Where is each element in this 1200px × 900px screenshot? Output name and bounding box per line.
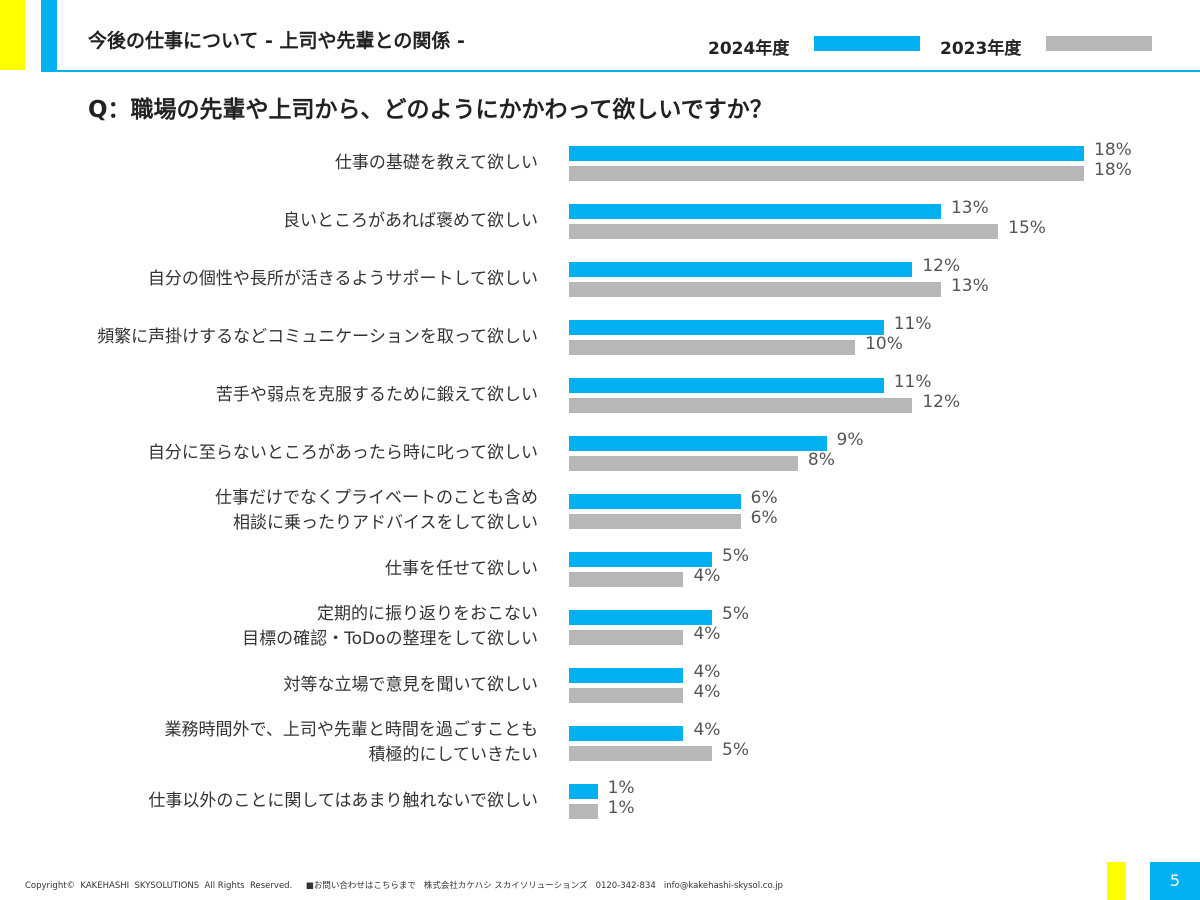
bar-2024年度: [569, 610, 713, 625]
bar-2024年度: [569, 494, 741, 509]
data-label: 15%: [1008, 218, 1046, 238]
copyright: Copyright© KAKEHASHI SKYSOLUTIONS All Ri…: [25, 881, 293, 891]
legend-2024-swatch: [814, 36, 920, 51]
bar-2023年度: [569, 630, 684, 645]
data-label: 1%: [607, 778, 635, 798]
data-label: 8%: [807, 450, 835, 470]
bar-2023年度: [569, 688, 684, 703]
contact-info: ■お問い合わせはこちらまで 株式会社カケハシ スカイソリューションズ 0120-…: [305, 881, 783, 891]
blue-accent: [41, 0, 57, 72]
data-label: 4%: [693, 720, 721, 740]
data-label: 5%: [722, 740, 750, 760]
data-label: 18%: [1094, 160, 1132, 180]
bar-2024年度: [569, 320, 884, 335]
bar-2023年度: [569, 746, 713, 761]
legend-2023-swatch: [1046, 36, 1152, 51]
category-label: 業務時間外で、上司や先輩と時間を過ごすことも 積極的にしていきたい: [164, 720, 539, 765]
category-label: 自分の個性や長所が活きるようサポートして欲しい: [147, 268, 538, 289]
footer-text: Copyright© KAKEHASHI SKYSOLUTIONS All Ri…: [25, 879, 783, 891]
question-heading: Q：職場の先輩や上司から、どのようにかかわって欲しいですか？: [88, 97, 773, 123]
data-label: 13%: [950, 198, 989, 218]
category-label: 対等な立場で意見を聞いて欲しい: [283, 674, 539, 695]
bar-2023年度: [569, 572, 684, 587]
data-label: 4%: [693, 624, 721, 644]
data-label: 4%: [693, 662, 721, 682]
yellow-accent: [0, 0, 25, 70]
bar-2024年度: [569, 262, 913, 277]
data-label: 18%: [1094, 140, 1132, 160]
bar-2023年度: [569, 224, 999, 239]
data-label: 10%: [865, 334, 903, 354]
data-label: 5%: [722, 546, 750, 566]
legend-2023-label: 2023年度: [940, 39, 1022, 59]
bar-2024年度: [569, 204, 941, 219]
data-label: 5%: [722, 604, 750, 624]
category-label: 仕事だけでなくプライベートのことも含め 相談に乗ったりアドバイスをして欲しい: [215, 488, 538, 533]
footer-yellow-accent: [1107, 862, 1126, 900]
bar-2024年度: [569, 436, 827, 451]
page-title: 今後の仕事について - 上司や先輩との関係 -: [88, 30, 465, 52]
category-label: 定期的に振り返りをおこない 目標の確認・ToDoの整理をして欲しい: [242, 604, 538, 649]
bar-2023年度: [569, 398, 913, 413]
data-label: 11%: [893, 314, 932, 334]
data-label: 12%: [922, 392, 961, 412]
data-label: 6%: [750, 488, 778, 508]
bar-2023年度: [569, 456, 798, 471]
bar-2024年度: [569, 668, 684, 683]
header-divider: [57, 70, 1200, 72]
bar-2024年度: [569, 726, 684, 741]
data-label: 6%: [750, 508, 778, 528]
bar-2023年度: [569, 340, 856, 355]
data-label: 1%: [607, 798, 635, 818]
data-label: 13%: [950, 276, 989, 296]
data-label: 4%: [693, 566, 721, 586]
bar-2023年度: [569, 166, 1084, 181]
data-label: 4%: [693, 682, 721, 702]
category-label: 苦手や弱点を克服するために鍛えて欲しい: [215, 384, 538, 405]
bar-2024年度: [569, 378, 884, 393]
category-label: 仕事の基礎を教えて欲しい: [334, 152, 538, 173]
data-label: 9%: [836, 430, 864, 450]
bar-2024年度: [569, 552, 713, 567]
category-label: 良いところがあれば褒めて欲しい: [283, 210, 538, 231]
data-label: 11%: [893, 372, 932, 392]
legend-2024-label: 2024年度: [708, 39, 790, 59]
bar-2023年度: [569, 282, 941, 297]
bar-2024年度: [569, 784, 598, 799]
category-label: 仕事以外のことに関してはあまり触れないで欲しい: [148, 790, 538, 811]
category-label: 自分に至らないところがあったら時に叱って欲しい: [147, 442, 538, 463]
bar-2023年度: [569, 514, 741, 529]
category-label: 頻繁に声掛けするなどコミュニケーションを取って欲しい: [97, 326, 538, 347]
bar-2023年度: [569, 804, 598, 819]
category-label: 仕事を任せて欲しい: [385, 558, 538, 579]
data-label: 12%: [922, 256, 961, 276]
page-number: 5: [1150, 862, 1200, 900]
bar-2024年度: [569, 146, 1084, 161]
